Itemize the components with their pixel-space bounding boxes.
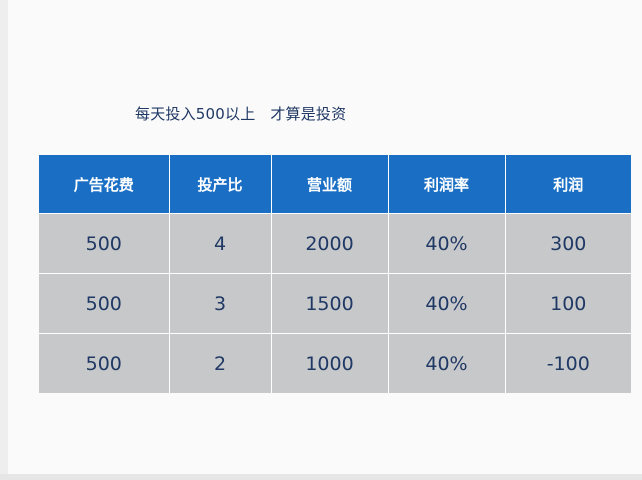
table-cell: 1000 — [271, 333, 389, 393]
header-ad-spend: 广告花费 — [39, 155, 170, 214]
slide-bottom-edge — [0, 474, 642, 480]
table-cell: 500 — [39, 333, 170, 393]
table-row: 500 4 2000 40% 300 — [39, 213, 631, 274]
table-cell: 100 — [505, 273, 631, 334]
table-cell: -100 — [505, 333, 631, 393]
table-cell: 500 — [39, 213, 170, 274]
table-cell: 40% — [388, 213, 506, 274]
table-cell: 40% — [388, 273, 506, 334]
table-cell: 2 — [169, 333, 272, 393]
table-cell: 40% — [388, 333, 506, 393]
slide-left-edge — [0, 0, 8, 480]
header-profit-margin: 利润率 — [388, 155, 506, 214]
table-cell: 300 — [505, 213, 631, 274]
profit-table: 广告花费 投产比 营业额 利润率 利润 500 4 2000 40% 300 5… — [39, 155, 631, 393]
header-roi: 投产比 — [169, 155, 272, 214]
table-cell: 500 — [39, 273, 170, 334]
table-cell: 1500 — [271, 273, 389, 334]
table-row: 500 2 1000 40% -100 — [39, 333, 631, 393]
slide-headline: 每天投入500以上 才算是投资 — [135, 105, 347, 123]
table-header-row: 广告花费 投产比 营业额 利润率 利润 — [39, 155, 631, 214]
table-cell: 4 — [169, 213, 272, 274]
header-revenue: 营业额 — [271, 155, 389, 214]
table-cell: 2000 — [271, 213, 389, 274]
header-profit: 利润 — [505, 155, 631, 214]
table-cell: 3 — [169, 273, 272, 334]
table-row: 500 3 1500 40% 100 — [39, 273, 631, 334]
